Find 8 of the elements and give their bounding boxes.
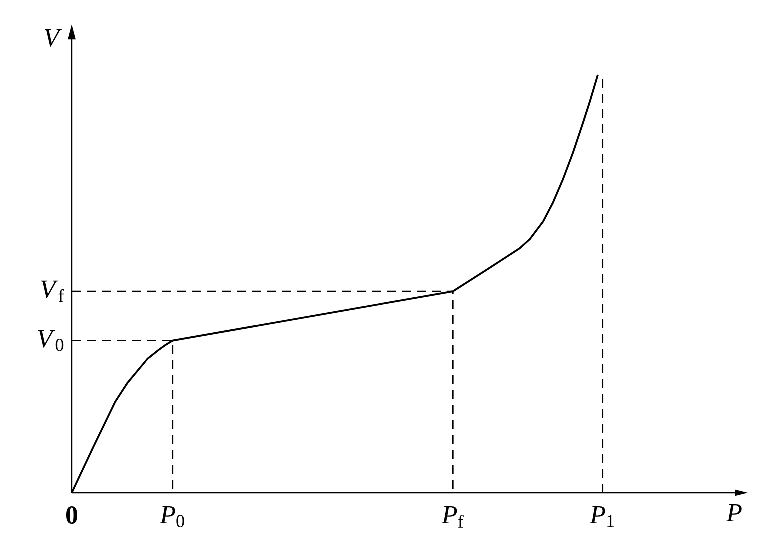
annotation: V$_{f}$ [41,280,64,302]
y-axis-title: V [44,30,62,47]
annotation: V$_{0}$ [38,330,64,352]
x-tick-label: P$_{f}$ [442,506,464,528]
x-tick-label: P$_{0}$ [160,506,184,528]
x-axis-title: P [726,504,742,522]
x-tick-label: 0 [66,506,78,524]
x-tick-label: P$_{1}$ [590,506,614,528]
